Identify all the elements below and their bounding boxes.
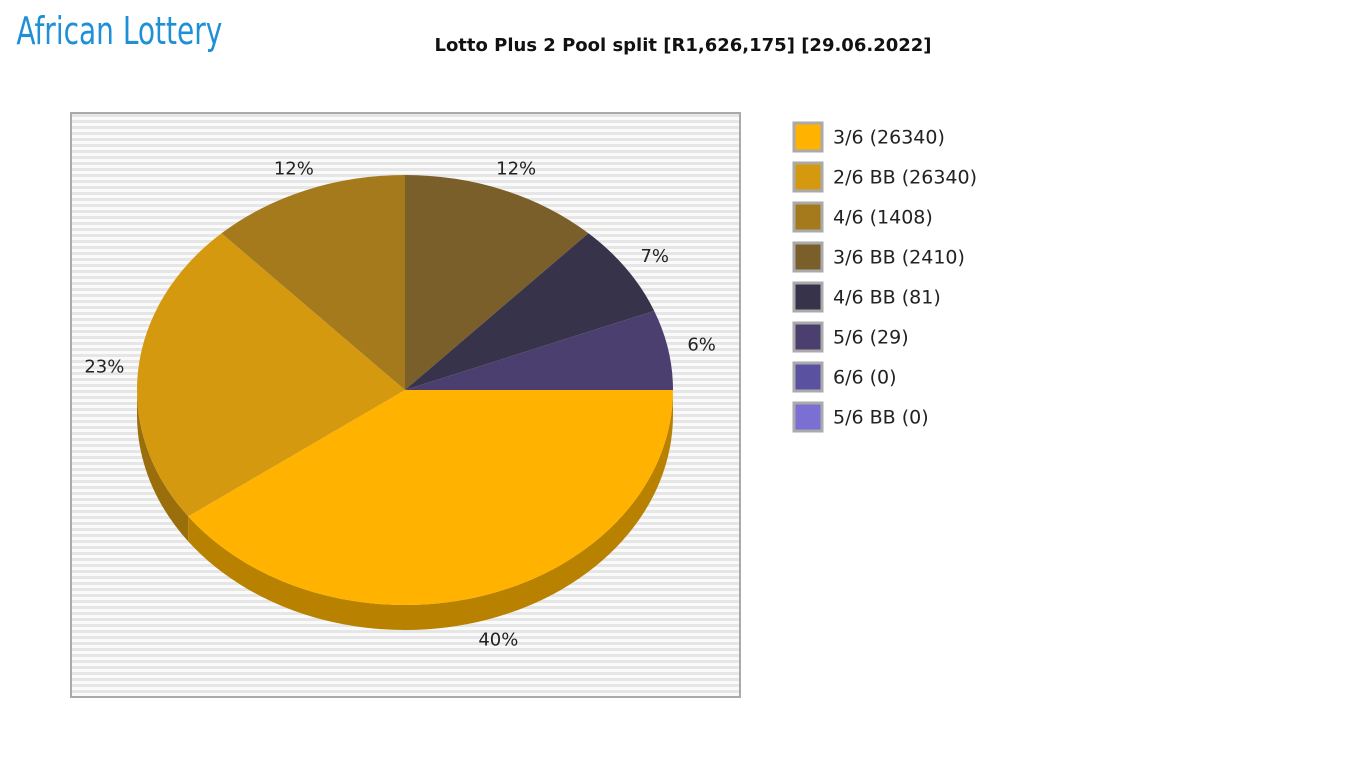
legend-swatch — [792, 361, 824, 393]
legend: 3/6 (26340) 2/6 BB (26340) 4/6 (1408) 3/6 B… — [792, 121, 977, 433]
legend-label: 4/6 BB (81) — [833, 287, 941, 309]
slice — [405, 233, 655, 390]
data-label: 40% — [478, 629, 518, 650]
slice — [188, 390, 673, 605]
legend-swatch — [792, 161, 824, 193]
data-label: 12% — [496, 159, 536, 180]
slice — [405, 310, 673, 390]
legend-swatch — [792, 401, 824, 433]
slice-side — [188, 390, 673, 630]
slice — [221, 175, 405, 390]
slice — [405, 175, 589, 390]
pie: 40% 23% 12% 12% 7% 6% — [84, 159, 716, 651]
data-label: 6% — [687, 335, 716, 356]
legend-label: 6/6 (0) — [833, 367, 897, 389]
legend-label: 5/6 BB (0) — [833, 407, 929, 429]
legend-swatch — [792, 201, 824, 233]
data-label: 7% — [640, 246, 669, 267]
data-label: 12% — [274, 159, 314, 180]
data-label: 23% — [84, 357, 124, 378]
legend-swatch — [792, 241, 824, 273]
legend-swatch — [792, 121, 824, 153]
slice — [136, 233, 405, 517]
legend-label: 3/6 (26340) — [833, 127, 945, 149]
legend-swatch — [792, 321, 824, 353]
legend-label: 3/6 BB (2410) — [833, 247, 965, 269]
slice-side — [137, 390, 189, 542]
legend-label: 2/6 BB (26340) — [833, 167, 977, 189]
legend-swatch — [792, 281, 824, 313]
legend-label: 5/6 (29) — [833, 327, 909, 349]
logo[interactable]: African Lottery — [16, 10, 222, 54]
legend-label: 4/6 (1408) — [833, 207, 933, 229]
chart-title: Lotto Plus 2 Pool split [R1,626,175] [29… — [434, 35, 931, 56]
